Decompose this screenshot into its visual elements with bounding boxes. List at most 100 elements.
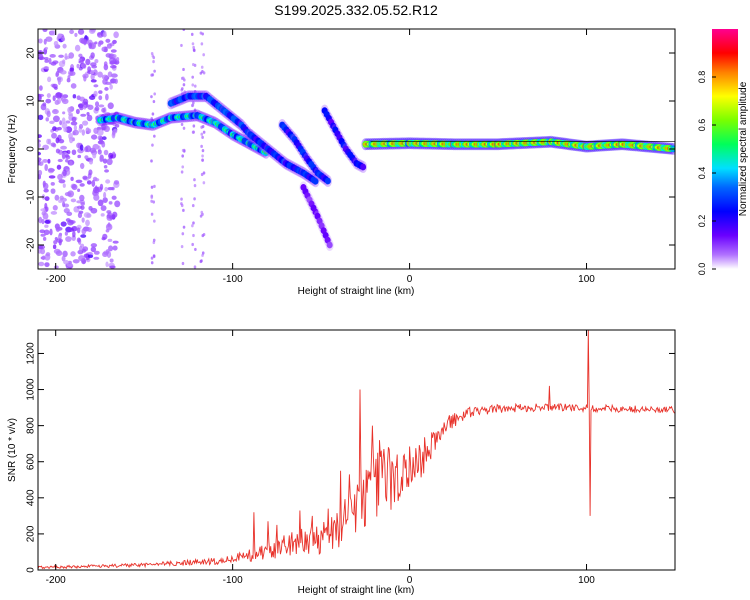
heatmap-cell [107, 71, 113, 78]
heatmap-cell [78, 255, 85, 262]
heatmap-cell [97, 199, 104, 207]
heatmap-cell [105, 112, 111, 117]
heatmap-cell [72, 259, 80, 264]
heatmap-cell [194, 247, 197, 252]
heatmap-cell [109, 265, 116, 269]
heatmap-cell [88, 29, 96, 34]
heatmap-cell [50, 211, 58, 215]
heatmap-cell [67, 106, 72, 114]
heatmap-cell [62, 169, 67, 177]
heatmap-cell [91, 65, 98, 69]
heatmap-cell [52, 115, 60, 123]
heatmap-cell [53, 40, 59, 47]
heatmap-cell [69, 29, 74, 35]
heatmap-cell [101, 107, 106, 113]
heatmap-cell [114, 78, 118, 84]
heatmap-cell [56, 164, 62, 170]
heatmap-cell [152, 60, 155, 64]
heatmap-cell [57, 78, 61, 86]
heatmap-cell [79, 194, 85, 202]
heatmap-cell [93, 250, 100, 255]
heatmap-cell [42, 236, 47, 241]
heatmap-cell [201, 158, 204, 162]
heatmap-cell [80, 162, 85, 170]
heatmap-cell [63, 259, 70, 265]
heatmap-cell [106, 210, 112, 214]
heatmap-cell [38, 38, 43, 44]
heatmap-cell [76, 200, 82, 204]
heatmap-cell [200, 42, 204, 46]
heatmap-cell [39, 229, 46, 234]
heatmap-cell [45, 206, 49, 212]
heatmap-cell [181, 261, 185, 266]
heatmap-cell [103, 164, 108, 169]
heatmap-cell [201, 251, 205, 255]
heatmap-cell [54, 86, 58, 90]
heatmap-cell [104, 81, 112, 85]
heatmap-cell [77, 188, 81, 193]
snr-y-tick-label: 0 [26, 567, 37, 573]
heatmap-cell [68, 136, 74, 144]
heatmap-cell [88, 169, 93, 176]
heatmap-cell [105, 93, 109, 101]
heatmap-cell [190, 32, 194, 36]
heatmap-cell [88, 95, 96, 100]
heatmap-cell [77, 29, 85, 35]
heatmap-cell [202, 171, 206, 175]
heatmap-cell [105, 38, 111, 43]
heatmap-cell [66, 149, 71, 155]
snr-x-tick-label: 0 [407, 575, 413, 586]
heatmap-cell [85, 58, 91, 66]
heatmap-cell [111, 186, 115, 191]
heatmap-cell [65, 236, 72, 242]
spectrogram-y-axis: 20 10 0 -10 -20 [26, 47, 675, 252]
heatmap-cell [60, 145, 67, 150]
heatmap-cell [53, 240, 58, 245]
heatmap-cell [152, 254, 156, 259]
heatmap-cell [202, 53, 205, 57]
heatmap-cell [152, 200, 156, 204]
heatmap-cell [202, 71, 206, 75]
heatmap-cell [94, 178, 100, 182]
heatmap-cell [38, 161, 44, 166]
heatmap-cell [70, 198, 77, 203]
heatmap-cell [182, 126, 186, 130]
heatmap-cell [112, 211, 118, 218]
heatmap-cell [103, 61, 108, 67]
heatmap-cell [150, 261, 154, 265]
heatmap-cell [65, 126, 73, 133]
heatmap-cell [46, 93, 51, 98]
heatmap-cell [191, 203, 195, 208]
heatmap-cell [52, 60, 59, 64]
heatmap-cell [68, 52, 75, 59]
heatmap-cell [150, 159, 153, 163]
heatmap-cell [94, 58, 99, 64]
heatmap-cell [80, 63, 87, 69]
heatmap-cell [38, 244, 46, 250]
heatmap-cell [92, 143, 100, 150]
heatmap-cell [48, 57, 52, 65]
heatmap-cell [77, 212, 83, 219]
heatmap-cell [87, 128, 92, 134]
heatmap-cell [192, 48, 196, 52]
heatmap-cell [88, 42, 92, 49]
heatmap-cell [90, 246, 97, 253]
colorbar-gradient [712, 29, 738, 269]
heatmap-cell [64, 192, 72, 197]
heatmap-cell [38, 94, 42, 102]
heatmap-cell [107, 226, 112, 230]
heatmap-cell [93, 127, 99, 134]
heatmap-cell [180, 203, 184, 208]
heatmap-cell [73, 124, 78, 131]
colorbar-tick-label: 0.0 [697, 263, 707, 276]
heatmap-cell [43, 229, 50, 236]
heatmap-cell [93, 90, 98, 97]
heatmap-cell [97, 41, 102, 47]
heatmap-cell [191, 83, 195, 87]
heatmap-cell [90, 243, 98, 248]
heatmap-cell [56, 238, 63, 243]
heatmap-cell [107, 238, 113, 243]
heatmap-cell [199, 31, 203, 35]
heatmap-cell [202, 232, 206, 237]
heatmap-cell [191, 224, 194, 228]
